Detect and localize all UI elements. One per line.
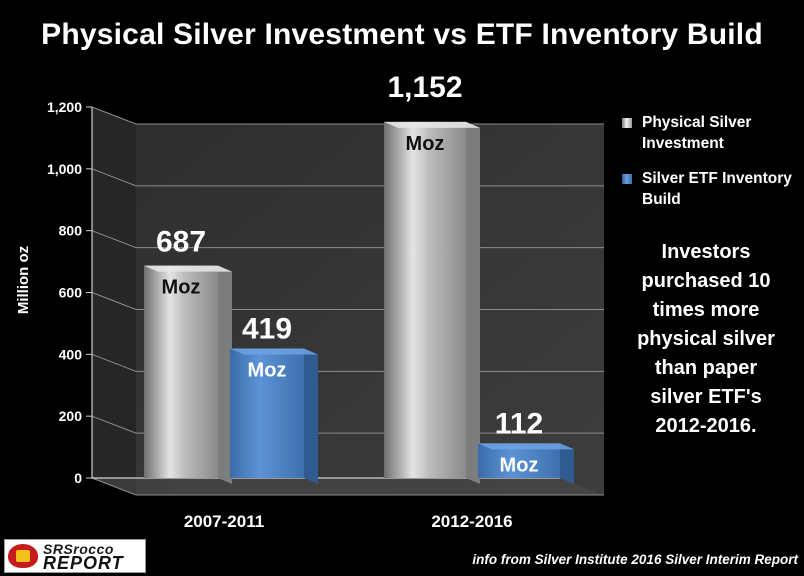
data-label-unit: Moz [500, 454, 539, 476]
bar-top [478, 443, 574, 450]
chart-title: Physical Silver Investment vs ETF Invent… [41, 18, 763, 51]
bar-etf [230, 348, 304, 478]
bar-side [218, 265, 232, 484]
x-category-label: 2007-2011 [184, 512, 264, 531]
y-tick-label: 1,000 [47, 161, 82, 177]
logo-line1: SRSrocco [43, 541, 114, 557]
y-axis-title: Million oz [15, 246, 32, 314]
legend-label: Physical Silver Investment [642, 114, 752, 152]
bar-side [560, 443, 574, 484]
y-tick-label: 200 [59, 408, 83, 424]
legend-label: Silver ETF Inventory Build [642, 170, 792, 208]
annotation-text: Investors purchased 10 times more physic… [637, 241, 775, 437]
y-tick-label: 0 [74, 470, 82, 486]
logo-badge-icon [8, 544, 38, 568]
y-tick-label: 600 [59, 285, 83, 301]
legend-swatch-silver [622, 118, 632, 128]
data-label-unit: Moz [406, 133, 445, 155]
y-tick-label: 800 [59, 223, 83, 239]
y-tick-label: 1,200 [47, 99, 82, 115]
y-tick-label: 400 [59, 346, 83, 362]
data-label-unit: Moz [248, 359, 287, 381]
bar-side [466, 121, 480, 484]
data-label-value: 419 [242, 312, 292, 345]
data-label-value: 687 [156, 226, 206, 259]
bar-top [144, 265, 232, 272]
gridline [91, 106, 604, 125]
x-category-label: 2012-2016 [431, 512, 512, 531]
data-label-unit: Moz [162, 277, 201, 299]
bar-physical [384, 121, 466, 478]
data-label-value: 1,152 [387, 71, 462, 104]
bar-top [384, 121, 480, 128]
source-note: info from Silver Institute 2016 Silver I… [472, 552, 798, 567]
data-label-value: 112 [495, 407, 543, 440]
logo-line2: REPORT [43, 553, 124, 573]
legend-swatch-blue [622, 174, 632, 184]
gridline [91, 477, 604, 496]
floor [92, 478, 604, 495]
bar-physical [144, 265, 218, 478]
bar-top [230, 348, 318, 355]
bar-side [304, 348, 318, 484]
srsrocco-logo: SRSrocco REPORT [4, 539, 146, 573]
